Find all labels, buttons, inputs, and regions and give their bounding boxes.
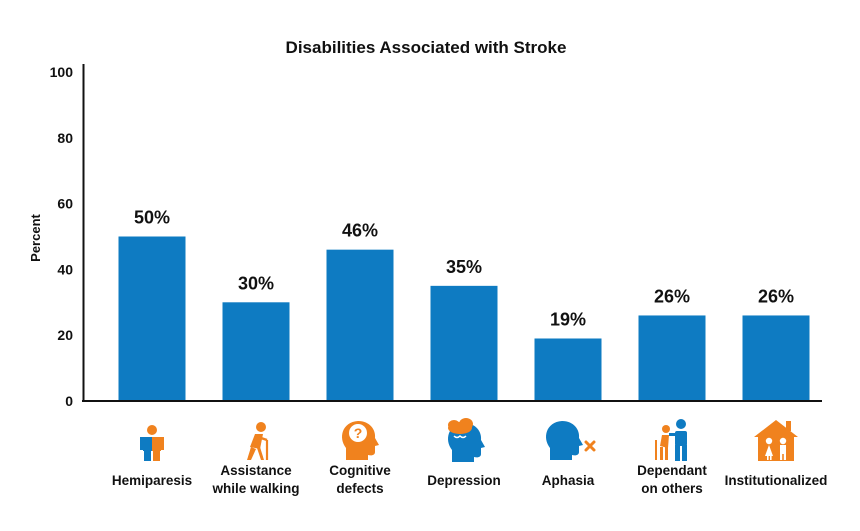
x-tick-label: Hemiparesis: [112, 473, 192, 488]
data-label: 26%: [654, 286, 690, 306]
x-tick-label: defects: [336, 481, 383, 496]
x-tick-label: Dependant: [637, 463, 707, 478]
y-tick-label: 100: [50, 64, 74, 80]
y-tick-label: 80: [57, 130, 73, 146]
hemiparesis-icon: [140, 425, 164, 461]
data-label: 46%: [342, 221, 378, 241]
depression-head-cloud-icon: [448, 418, 485, 462]
data-label: 30%: [238, 273, 274, 293]
y-tick-label: 0: [65, 393, 73, 409]
x-tick-label: Institutionalized: [725, 473, 828, 488]
bar: [326, 249, 394, 401]
x-tick-label: Assistance: [220, 463, 292, 478]
x-tick-label: on others: [641, 481, 703, 496]
chart-title: Disabilities Associated with Stroke: [286, 38, 567, 57]
y-axis-label: Percent: [28, 213, 43, 261]
bar: [118, 236, 186, 401]
x-tick-label: Cognitive: [329, 463, 391, 478]
data-label: 50%: [134, 208, 170, 228]
bar: [742, 315, 810, 401]
bar: [638, 315, 706, 401]
bar: [222, 302, 290, 401]
data-label: 35%: [446, 257, 482, 277]
bar: [430, 285, 498, 401]
data-label: 19%: [550, 309, 586, 329]
x-tick-label: while walking: [211, 481, 299, 496]
x-tick-label: Depression: [427, 473, 501, 488]
svg-text:?: ?: [354, 425, 363, 441]
y-tick-label: 40: [57, 261, 73, 277]
y-tick-label: 60: [57, 196, 73, 212]
x-tick-label: Aphasia: [542, 473, 595, 488]
walking-cane-icon: [247, 422, 269, 460]
cognitive-question-head-icon: ?: [342, 421, 379, 460]
data-label: 26%: [758, 286, 794, 306]
bar: [534, 338, 602, 401]
aphasia-head-x-icon: [546, 421, 596, 460]
dependant-people-icon: [655, 419, 687, 461]
y-tick-label: 20: [57, 327, 73, 343]
institution-house-icon: [754, 420, 798, 461]
